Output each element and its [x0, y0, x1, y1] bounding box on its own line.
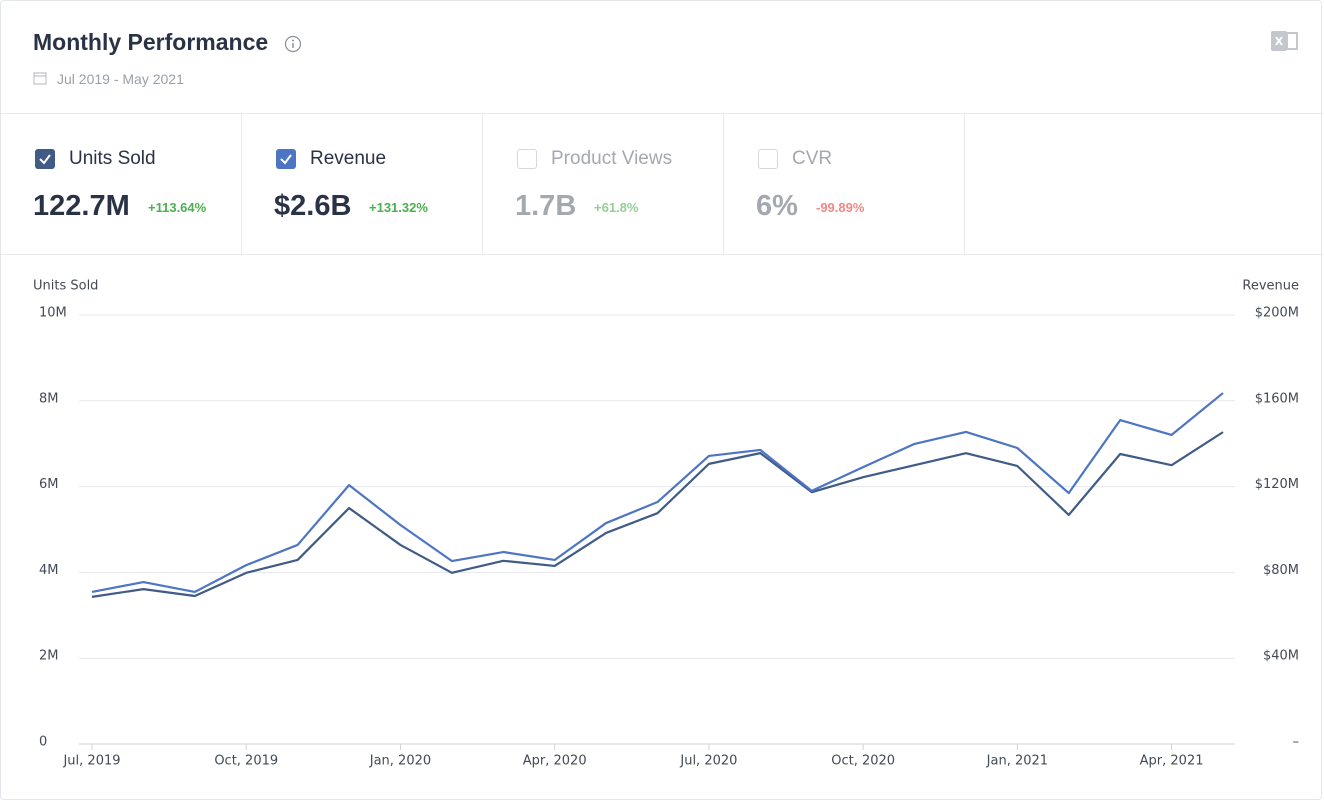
y2-tick-label: $40M	[1263, 649, 1299, 664]
y-tick-label: 0	[39, 735, 47, 750]
excel-export-icon[interactable]: X	[1271, 29, 1299, 53]
series-line	[91, 392, 1224, 594]
x-tick-label: Apr, 2020	[523, 754, 587, 769]
metric-change: -99.89%	[816, 200, 865, 215]
y2-axis-title: Revenue	[1242, 279, 1299, 294]
date-range: Jul 2019 - May 2021	[57, 71, 184, 87]
svg-text:X: X	[1275, 35, 1284, 48]
metric-cell[interactable]: Units Sold 122.7M +113.64%	[1, 114, 242, 254]
metric-value: 1.7B	[515, 190, 577, 222]
metric-label: CVR	[792, 148, 833, 169]
metric-cell[interactable]: Product Views 1.7B +61.8%	[483, 114, 724, 254]
series-line	[91, 431, 1224, 598]
y-tick-label: 6M	[39, 477, 59, 492]
checkbox[interactable]	[517, 149, 537, 169]
y2-tick-label: $160M	[1255, 391, 1299, 406]
x-tick-label: Oct, 2020	[831, 754, 895, 769]
metric-label: Units Sold	[69, 148, 156, 169]
metric-label: Revenue	[310, 148, 387, 169]
metric-change: +113.64%	[148, 200, 207, 215]
calendar-icon	[33, 72, 47, 85]
metric-change: +61.8%	[594, 200, 639, 215]
checkbox[interactable]	[35, 149, 55, 169]
checkbox[interactable]	[758, 149, 778, 169]
y-tick-label: 4M	[39, 563, 59, 578]
y2-tick-label: $200M	[1255, 306, 1299, 321]
y2-tick-label: –	[1293, 735, 1300, 750]
metric-cell[interactable]: CVR 6% -99.89%	[724, 114, 965, 254]
metric-value: $2.6B	[274, 190, 352, 222]
y-axis-title: Units Sold	[33, 279, 98, 294]
x-tick-label: Jul, 2020	[679, 754, 737, 769]
metric-label: Product Views	[551, 148, 673, 169]
y-tick-label: 10M	[39, 306, 67, 321]
x-tick-label: Jul, 2019	[62, 754, 120, 769]
y-tick-label: 2M	[39, 649, 59, 664]
y2-tick-label: $120M	[1255, 477, 1299, 492]
check-mark	[39, 154, 51, 165]
metric-value: 6%	[756, 190, 798, 222]
checkbox[interactable]	[276, 149, 296, 169]
metric-change: +131.32%	[369, 200, 428, 215]
metric-value: 122.7M	[33, 190, 130, 222]
x-tick-label: Jan, 2021	[986, 754, 1048, 769]
x-tick-label: Oct, 2019	[214, 754, 278, 769]
x-tick-label: Jan, 2020	[369, 754, 431, 769]
check-mark	[280, 154, 292, 165]
y2-tick-label: $80M	[1263, 563, 1299, 578]
x-tick-label: Apr, 2021	[1140, 754, 1204, 769]
info-icon[interactable]	[284, 35, 302, 53]
y-tick-label: 8M	[39, 391, 59, 406]
metrics-row: Units Sold 122.7M +113.64% Revenue $2.6B +131…	[1, 113, 1323, 255]
widget-title: Monthly Performance	[33, 29, 269, 55]
chart: Units Sold Revenue 0 2M 4M 6M 8M 10M – $40M $80M $1…	[33, 279, 1300, 769]
metric-cell[interactable]: Revenue $2.6B +131.32%	[242, 114, 483, 254]
